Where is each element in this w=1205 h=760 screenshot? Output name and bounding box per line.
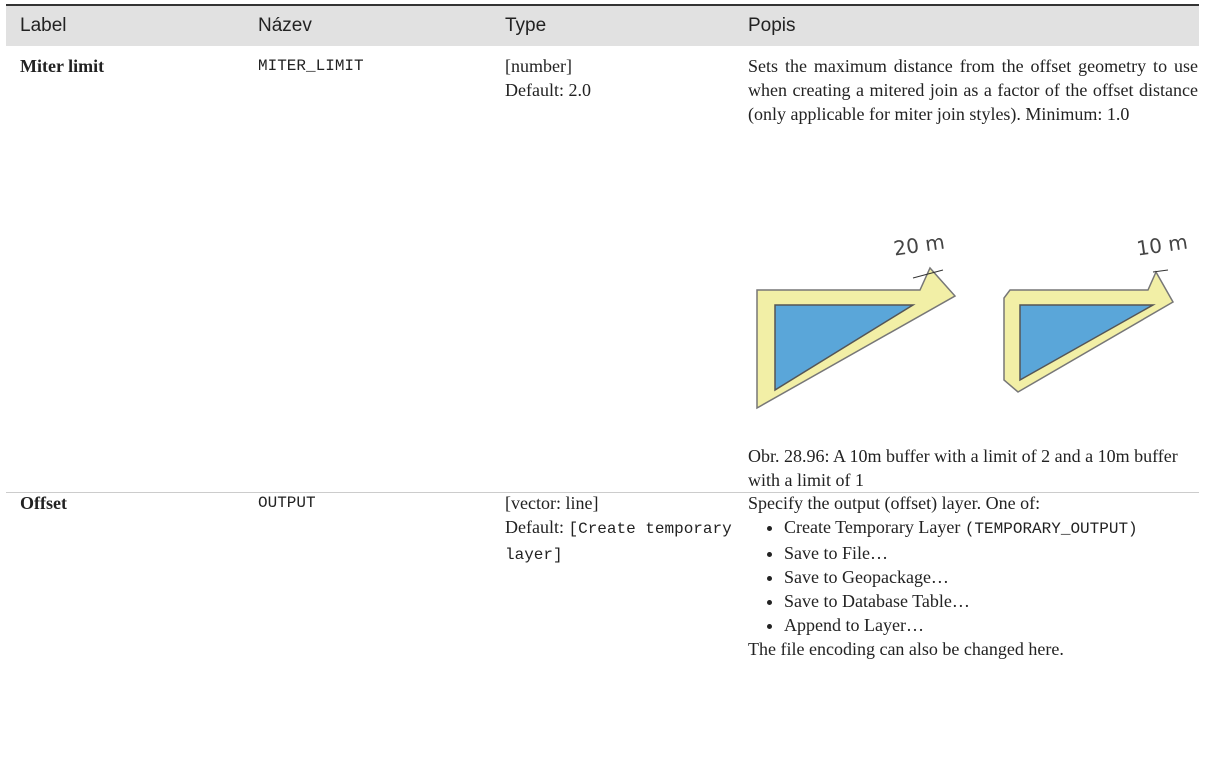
description-footer: The file encoding can also be changed he… bbox=[748, 639, 1064, 659]
param-type: [number] Default: 2.0 bbox=[505, 54, 591, 102]
default-text: Default: 2.0 bbox=[505, 80, 591, 100]
param-name: OUTPUT bbox=[258, 494, 316, 512]
option: Create Temporary Layer (TEMPORARY_OUTPUT… bbox=[784, 515, 1198, 541]
figure-caption: Obr. 28.96: A 10m buffer with a limit of… bbox=[748, 446, 1178, 490]
description: Sets the maximum distance from the offse… bbox=[748, 56, 1198, 124]
param-name: MITER_LIMIT bbox=[258, 57, 364, 75]
option: Append to Layer… bbox=[784, 613, 1198, 637]
default-prefix: Default: bbox=[505, 517, 564, 537]
option-list: Create Temporary Layer (TEMPORARY_OUTPUT… bbox=[748, 515, 1198, 637]
figure-label: 10 m bbox=[1135, 230, 1189, 261]
type-text: [vector: line] bbox=[505, 493, 599, 513]
description-intro: Specify the output (offset) layer. One o… bbox=[748, 493, 1041, 513]
option-text: Create Temporary Layer bbox=[784, 517, 961, 537]
param-label: Offset bbox=[20, 493, 67, 513]
type-text: [number] bbox=[505, 56, 572, 76]
option: Save to Database Table… bbox=[784, 589, 1198, 613]
figure: 20 m 10 m bbox=[756, 230, 1189, 410]
header-cell: Label bbox=[20, 15, 67, 36]
description: Specify the output (offset) layer. One o… bbox=[748, 491, 1198, 661]
table-header: Label Název Type Popis bbox=[6, 4, 1199, 46]
header-cell: Type bbox=[505, 15, 547, 36]
header-cell: Název bbox=[258, 15, 312, 36]
option-code: (TEMPORARY_OUTPUT) bbox=[964, 520, 1138, 538]
param-type: [vector: line] Default: [Create temporar… bbox=[505, 491, 740, 567]
default-code: [Create temporary layer] bbox=[505, 520, 732, 564]
figure-label: 20 m bbox=[892, 230, 946, 261]
option: Save to Geopackage… bbox=[784, 565, 1198, 589]
option: Save to File… bbox=[784, 541, 1198, 565]
param-label: Miter limit bbox=[20, 56, 105, 76]
header-cell: Popis bbox=[748, 15, 796, 36]
row-separator bbox=[6, 492, 1199, 493]
default-text: Default: [Create temporary layer] bbox=[505, 515, 740, 567]
